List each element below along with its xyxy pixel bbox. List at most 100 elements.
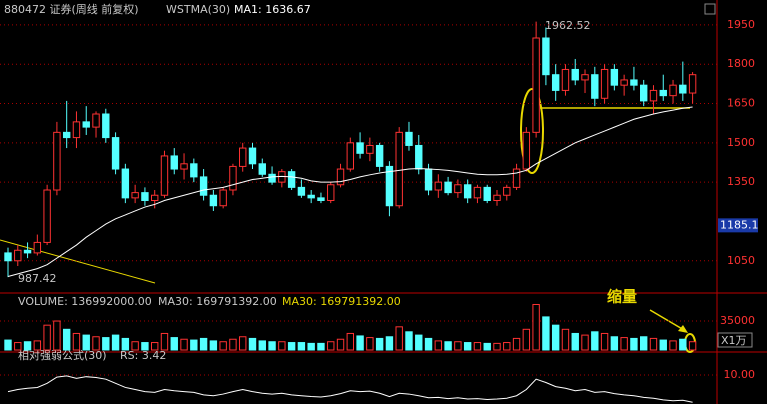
- volume-bar: [336, 338, 345, 351]
- volume-bar: [669, 340, 677, 351]
- candle-body: [43, 189, 51, 243]
- volume-bar: [385, 336, 394, 351]
- candle-body: [649, 89, 658, 102]
- volume-bar: [43, 324, 51, 351]
- rs-value: RS: 3.42: [120, 349, 166, 362]
- candle-body: [542, 37, 550, 76]
- candle-body: [131, 192, 139, 199]
- ma-label: MA1: 1636.67: [234, 3, 311, 16]
- candle-body: [53, 131, 61, 191]
- volume-bar: [688, 341, 697, 351]
- volume-bar: [121, 337, 130, 351]
- volume-bar: [659, 339, 667, 351]
- candle-body: [327, 184, 335, 201]
- candle-body: [375, 144, 384, 167]
- volume-bar: [278, 341, 286, 351]
- candle-body: [229, 165, 237, 191]
- volume-bar: [297, 342, 306, 351]
- candle-body: [503, 186, 511, 196]
- volume-bar: [239, 336, 247, 351]
- y-tick-label: 1650: [727, 97, 755, 110]
- candle-body: [591, 74, 599, 99]
- volume-bar: [512, 337, 521, 351]
- volume-bar: [405, 331, 413, 351]
- candle-body: [610, 68, 619, 86]
- volume-bar: [209, 340, 218, 351]
- volume-bar: [493, 342, 501, 351]
- candle-body: [424, 168, 433, 191]
- volume-bar: [287, 342, 296, 351]
- volume-bar: [415, 334, 423, 351]
- volume-bar: [14, 342, 22, 351]
- volume-title: VOLUME: 136992000.00: [18, 295, 152, 308]
- candle-body: [258, 163, 266, 175]
- y-tick-label: 35000: [720, 314, 755, 327]
- candle-body: [561, 68, 570, 91]
- ma-line: [7, 106, 693, 277]
- volume-bar: [53, 320, 61, 351]
- candle-body: [141, 192, 149, 201]
- volume-bar: [561, 328, 570, 351]
- candle-body: [92, 113, 100, 128]
- candle-body: [620, 79, 628, 86]
- candle-body: [121, 168, 130, 199]
- volume-bar: [82, 334, 90, 351]
- volume-bar: [454, 341, 462, 351]
- volume-bar: [268, 341, 276, 351]
- volume-bar: [62, 328, 71, 351]
- unit-box: [717, 332, 753, 348]
- candle-body: [151, 194, 159, 201]
- rs-line: [7, 375, 693, 403]
- volume-bar: [4, 339, 12, 351]
- candle-body: [473, 186, 482, 199]
- y-tick-label: 1350: [727, 175, 755, 188]
- candle-body: [248, 147, 257, 165]
- high-annotation: 1962.52: [545, 19, 591, 32]
- candle-body: [600, 68, 609, 99]
- candle-body: [336, 168, 345, 186]
- arrow: [649, 309, 685, 331]
- volume-bar: [151, 342, 159, 351]
- y-tick-label: 1800: [727, 57, 755, 70]
- volume-bar: [346, 332, 355, 351]
- volume-unit: X1万: [721, 334, 747, 347]
- y-tick-label: 1500: [727, 136, 755, 149]
- volume-bar: [581, 334, 589, 351]
- volume-bar: [424, 337, 433, 351]
- candle-body: [307, 194, 315, 199]
- y-tick-label: 10.00: [724, 368, 756, 381]
- volume-bar: [356, 335, 364, 351]
- candle-body: [356, 142, 364, 154]
- candle-body: [4, 252, 12, 262]
- candle-body: [493, 194, 501, 201]
- candle-body: [551, 74, 560, 91]
- volume-bar: [571, 332, 579, 351]
- candle-body: [454, 184, 462, 194]
- volume-bar: [33, 340, 42, 351]
- candle-body: [688, 74, 697, 94]
- candle-body: [444, 181, 452, 194]
- candle-body: [190, 163, 198, 178]
- volume-bar: [463, 342, 472, 351]
- volume-bar: [640, 336, 648, 351]
- candle-body: [268, 173, 276, 183]
- candle-body: [23, 249, 32, 254]
- candle-body: [395, 131, 403, 207]
- candle-body: [346, 142, 355, 170]
- highlight-ellipse: [520, 88, 544, 174]
- volume-bar: [170, 337, 178, 351]
- rs-title: 相对强弱公式(30): [18, 348, 107, 362]
- candle-body: [571, 68, 579, 81]
- candle-body: [287, 171, 296, 188]
- candle-body: [669, 84, 677, 97]
- volume-bar: [395, 326, 403, 351]
- panel-button[interactable]: [704, 3, 716, 15]
- note: 缩量: [607, 288, 637, 306]
- volume-bar: [258, 340, 266, 351]
- volume-bar: [111, 334, 120, 351]
- volume-bar: [131, 341, 139, 351]
- last-price-box: [718, 218, 758, 233]
- candle-body: [160, 155, 169, 196]
- last-price-label: 1185.1: [720, 218, 759, 231]
